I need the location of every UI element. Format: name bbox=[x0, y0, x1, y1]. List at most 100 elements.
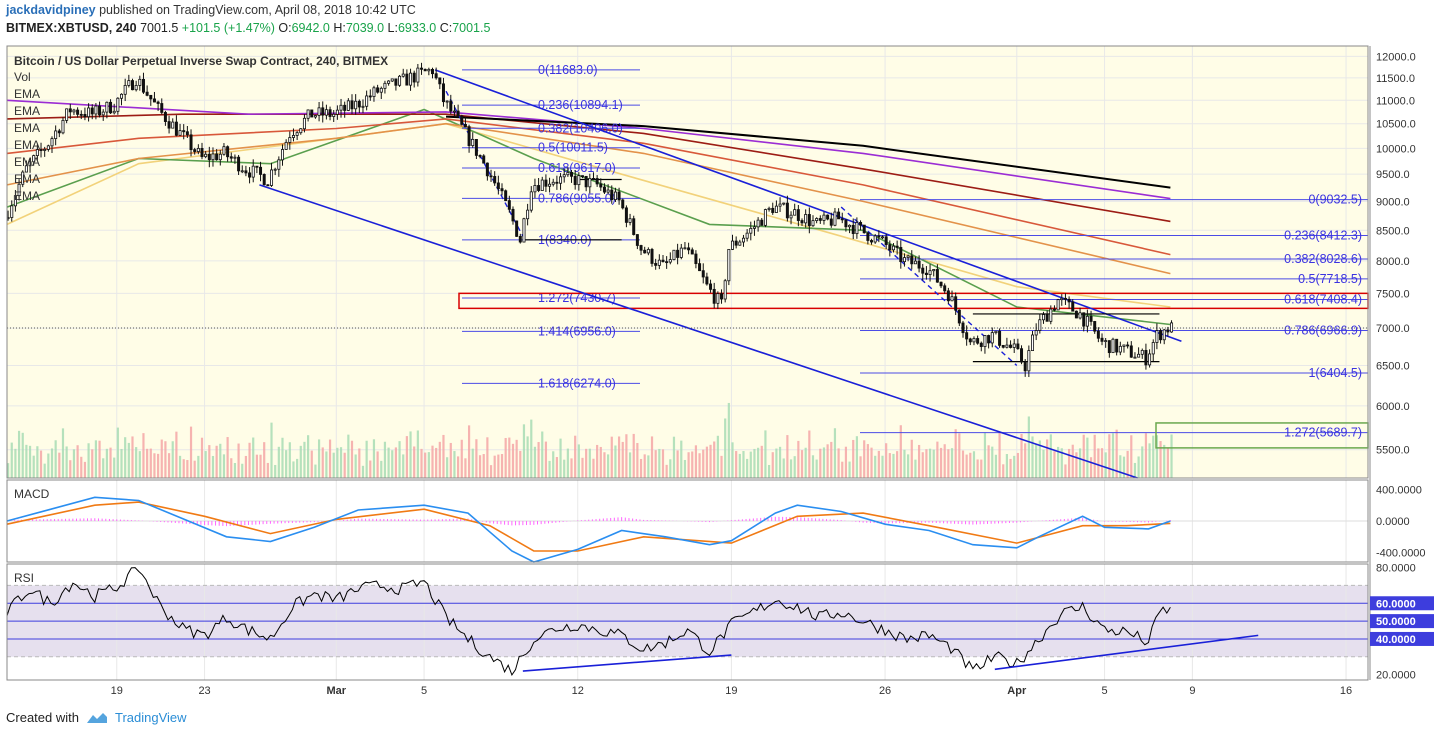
candle bbox=[295, 131, 299, 141]
candle bbox=[1001, 344, 1005, 349]
candle bbox=[518, 233, 522, 244]
candle bbox=[891, 243, 895, 253]
volume-bar bbox=[815, 459, 818, 478]
date-tick-label: 19 bbox=[725, 685, 737, 697]
candle-body bbox=[1038, 319, 1042, 331]
candle-body bbox=[1144, 349, 1148, 366]
macd-tick-label: -400.0000 bbox=[1376, 548, 1426, 560]
candle bbox=[818, 215, 822, 224]
dashed-swing-line bbox=[840, 206, 1018, 367]
candle-body bbox=[957, 309, 961, 324]
candle-body bbox=[357, 100, 361, 108]
volume-bar bbox=[742, 451, 745, 478]
candle-body bbox=[1074, 310, 1078, 319]
candle bbox=[185, 125, 189, 138]
candle-body bbox=[485, 162, 489, 177]
candle-body bbox=[1067, 298, 1071, 303]
candle bbox=[273, 167, 277, 176]
candle bbox=[50, 136, 54, 153]
candle bbox=[822, 211, 826, 225]
candle-body bbox=[339, 104, 343, 111]
candle bbox=[910, 250, 914, 270]
ema-line-4 bbox=[6, 118, 1171, 256]
tradingview-link[interactable]: TradingView bbox=[114, 710, 187, 725]
volume-bar bbox=[1133, 462, 1137, 478]
candle-body bbox=[471, 139, 475, 146]
volume-bar bbox=[1060, 448, 1063, 478]
candle-body bbox=[851, 224, 855, 235]
volume-bar bbox=[921, 452, 924, 478]
price-tick-label: 8000.0 bbox=[1376, 256, 1410, 268]
candle-body bbox=[441, 83, 445, 103]
volume-bar bbox=[617, 436, 621, 478]
candle bbox=[709, 279, 713, 293]
volume-bar bbox=[577, 444, 580, 478]
candle-body bbox=[559, 176, 563, 184]
volume-bar bbox=[135, 447, 138, 478]
candle-body bbox=[383, 82, 387, 89]
candle-body bbox=[870, 240, 874, 243]
candle-body bbox=[621, 199, 625, 209]
rsi-level-badge bbox=[1370, 614, 1434, 629]
chart-area[interactable]: 0(11683.0) 0.236(10894.1) 0.382(10406.0) 0.… bbox=[0, 40, 1438, 704]
volume-bar bbox=[943, 444, 946, 478]
candle bbox=[957, 309, 961, 327]
volume-bar bbox=[1082, 434, 1085, 478]
volume-bar bbox=[325, 451, 328, 478]
candle-body bbox=[822, 214, 826, 221]
candle bbox=[478, 154, 482, 159]
volume-bar bbox=[661, 449, 665, 478]
candle-body bbox=[500, 188, 504, 192]
candle bbox=[610, 185, 614, 204]
macd-signal-line bbox=[6, 501, 1171, 552]
candle-body bbox=[968, 338, 972, 343]
candle bbox=[445, 100, 449, 109]
candle-body bbox=[610, 189, 614, 200]
volume-bar bbox=[1057, 446, 1060, 478]
volume-bar bbox=[1031, 436, 1034, 478]
volume-bar bbox=[511, 443, 515, 478]
interval-label: 240 bbox=[115, 21, 137, 35]
date-tick-label: 12 bbox=[572, 685, 584, 697]
candle-body bbox=[946, 290, 950, 302]
rsi-tick-label: 40.0000 bbox=[1376, 634, 1416, 646]
candle bbox=[562, 168, 566, 183]
volume-bar bbox=[804, 447, 807, 478]
price-tick-label: 6500.0 bbox=[1376, 360, 1410, 372]
volume-bar bbox=[694, 445, 698, 478]
candle bbox=[409, 68, 413, 91]
volume-bar bbox=[314, 464, 317, 478]
candle bbox=[262, 173, 266, 186]
candle bbox=[485, 162, 489, 181]
candle-body bbox=[518, 235, 522, 243]
rsi-level-badge bbox=[1370, 631, 1434, 646]
grid-lines bbox=[7, 46, 1368, 680]
volume-bar bbox=[636, 443, 639, 478]
candle bbox=[720, 289, 724, 304]
candle-body bbox=[785, 202, 789, 219]
candle-body bbox=[760, 219, 764, 226]
volume-bar bbox=[658, 448, 661, 478]
ema-legend-7: EMA bbox=[14, 189, 40, 203]
candle bbox=[1060, 294, 1064, 306]
volume-bar bbox=[607, 454, 610, 478]
volume-bar bbox=[21, 432, 24, 478]
candle bbox=[449, 94, 453, 115]
candle-body bbox=[280, 149, 284, 161]
volume-bar bbox=[522, 424, 526, 478]
candle bbox=[650, 247, 654, 267]
rsi-tick-label: 60.0000 bbox=[1376, 598, 1416, 610]
candle bbox=[1005, 337, 1009, 349]
author-link[interactable]: jackdavidpiney bbox=[6, 3, 96, 17]
fib-levels: 0(11683.0) 0.236(10894.1) 0.382(10406.0) 0.… bbox=[462, 63, 1368, 440]
volume-bar bbox=[336, 447, 339, 478]
candle-body bbox=[782, 202, 786, 205]
volume-bar bbox=[124, 437, 127, 478]
candle bbox=[859, 220, 863, 231]
candle-body bbox=[720, 293, 724, 300]
candle bbox=[193, 147, 197, 155]
candle bbox=[1078, 307, 1082, 320]
candle-body bbox=[694, 253, 698, 265]
candle-body bbox=[1155, 330, 1159, 343]
candle-body bbox=[310, 109, 314, 118]
